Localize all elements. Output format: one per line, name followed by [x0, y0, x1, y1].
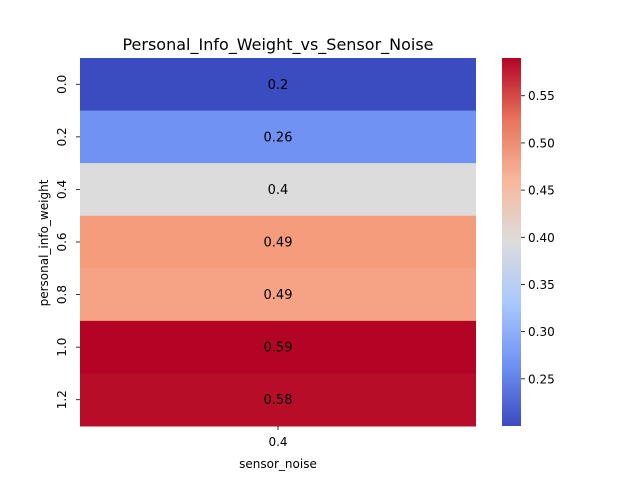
heatmap-cell: [80, 163, 476, 217]
heatmap-cells: 0.2 0.26 0.4 0.49 0.49 0.59 0.58: [80, 58, 476, 427]
cell-value-label: 0.2: [268, 78, 289, 93]
cell-value-label: 0.59: [264, 341, 293, 356]
x-axis-label: sensor_noise: [239, 457, 317, 471]
colorbar-tick-label: 0.50: [528, 136, 555, 150]
cell-value-label: 0.58: [264, 393, 293, 408]
y-tick-label: 1.2: [55, 390, 69, 409]
heatmap-cell: [80, 215, 476, 269]
y-tick-label: 0.2: [55, 127, 69, 146]
colorbar-tick-label: 0.30: [528, 325, 555, 339]
y-tick-label: 1.0: [55, 338, 69, 357]
colorbar-gradient: [502, 58, 521, 426]
cell-value-label: 0.49: [264, 288, 293, 303]
colorbar-tick-label: 0.35: [528, 278, 555, 292]
y-axis: 0.0 0.2 0.4 0.6 0.8 1.0 1.2: [55, 75, 80, 409]
cell-value-label: 0.49: [264, 236, 293, 251]
y-axis-label: personal_info_weight: [37, 179, 51, 306]
x-tick-label: 0.4: [268, 435, 287, 449]
chart-title: Personal_Info_Weight_vs_Sensor_Noise: [122, 35, 433, 55]
colorbar-tick-label: 0.40: [528, 231, 555, 245]
heatmap-cell: [80, 373, 476, 427]
y-tick-label: 0.0: [55, 75, 69, 94]
colorbar-tick-label: 0.25: [528, 372, 555, 386]
heatmap-cell: [80, 268, 476, 322]
colorbar-ticks: 0.25 0.30 0.35 0.40 0.45 0.50 0.55: [521, 89, 555, 386]
cell-value-label: 0.26: [264, 130, 293, 145]
cell-value-label: 0.4: [268, 183, 289, 198]
heatmap-cell: [80, 320, 476, 374]
y-tick-label: 0.6: [55, 232, 69, 251]
colorbar-tick-label: 0.55: [528, 89, 555, 103]
y-tick-label: 0.4: [55, 180, 69, 199]
heatmap-cell: [80, 110, 476, 164]
heatmap-cell: [80, 58, 476, 112]
x-axis: 0.4: [268, 426, 288, 449]
colorbar-tick-label: 0.45: [528, 184, 555, 198]
y-tick-label: 0.8: [55, 285, 69, 304]
colorbar: 0.25 0.30 0.35 0.40 0.45 0.50 0.55: [502, 58, 555, 426]
